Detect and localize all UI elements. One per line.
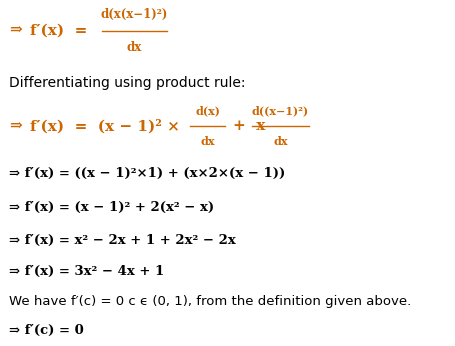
Text: +  x: + x (232, 119, 264, 133)
Text: dx: dx (273, 136, 287, 147)
Text: ⇒ f′(c) = 0: ⇒ f′(c) = 0 (9, 324, 84, 337)
Text: ⇒: ⇒ (9, 119, 22, 133)
Text: ⇒ f′(x) = 3x² − 4x + 1: ⇒ f′(x) = 3x² − 4x + 1 (9, 265, 164, 278)
Text: d(x): d(x) (195, 106, 219, 117)
Text: f′(x)  =: f′(x) = (30, 24, 87, 38)
Text: dx: dx (200, 136, 214, 147)
Text: ⇒: ⇒ (9, 24, 22, 38)
Text: ⇒ f′(x) = (x − 1)² + 2(x² − x): ⇒ f′(x) = (x − 1)² + 2(x² − x) (9, 201, 214, 214)
Text: We have f′(c) = 0 c ϵ (0, 1), from the definition given above.: We have f′(c) = 0 c ϵ (0, 1), from the d… (9, 294, 410, 308)
Text: d(x(x−1)²): d(x(x−1)²) (101, 8, 168, 21)
Text: ⇒ f′(x) = ((x − 1)²×1) + (x×2×(x − 1)): ⇒ f′(x) = ((x − 1)²×1) + (x×2×(x − 1)) (9, 166, 285, 180)
Text: dx: dx (126, 41, 142, 54)
Text: ⇒ f′(x) = x² − 2x + 1 + 2x² − 2x: ⇒ f′(x) = x² − 2x + 1 + 2x² − 2x (9, 234, 235, 247)
Text: f′(x)  =  (x − 1)² ×: f′(x) = (x − 1)² × (30, 119, 179, 134)
Text: d((x−1)²): d((x−1)²) (251, 106, 308, 117)
Text: Differentiating using product rule:: Differentiating using product rule: (9, 76, 245, 90)
